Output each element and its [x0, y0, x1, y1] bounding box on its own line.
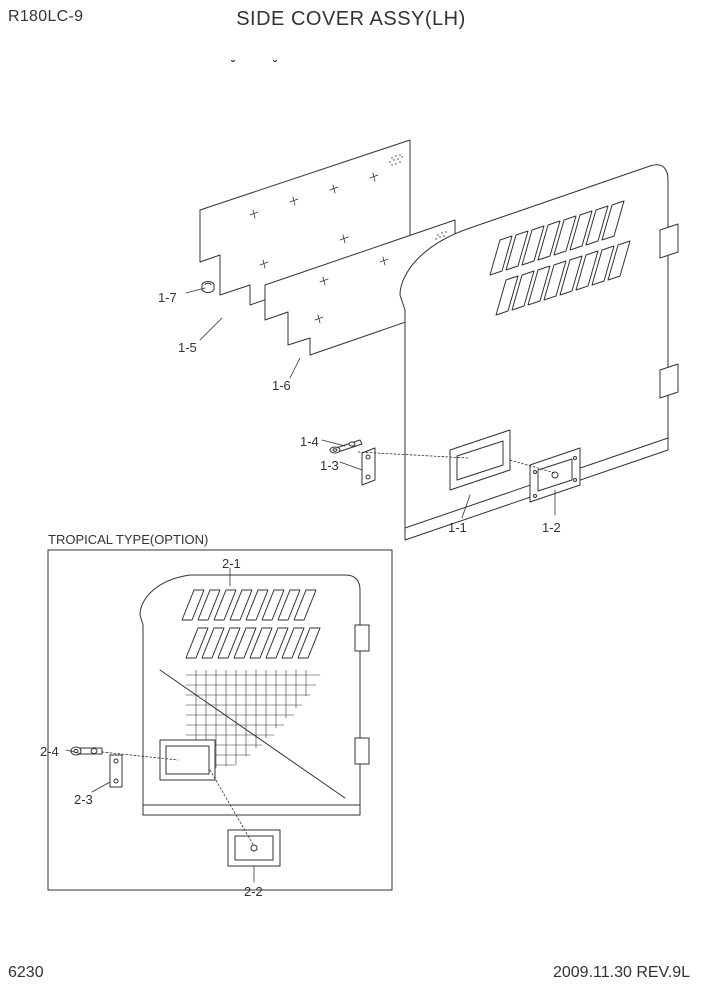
callout-2-4: 2-4 [40, 744, 59, 759]
footer-revision: 2009.11.30 REV.9L [553, 964, 690, 982]
page-root: R180LC-9 SIDE COVER ASSY(LH) [0, 0, 702, 992]
callout-1-1: 1-1 [448, 520, 467, 535]
callout-2-2: 2-2 [244, 884, 263, 899]
part-1-4 [330, 440, 362, 453]
callout-1-3: 1-3 [320, 458, 339, 473]
part-1-7 [202, 282, 214, 293]
callout-2-1: 2-1 [222, 556, 241, 571]
callout-1-4: 1-4 [300, 434, 319, 449]
part-2-3 [110, 755, 122, 787]
header-title: SIDE COVER ASSY(LH) [0, 8, 702, 31]
exploded-diagram [0, 60, 702, 940]
callout-1-7: 1-7 [158, 290, 177, 305]
callout-2-3: 2-3 [74, 792, 93, 807]
callout-1-6: 1-6 [272, 378, 291, 393]
section-label: TROPICAL TYPE(OPTION) [48, 532, 208, 547]
part-1-3 [362, 448, 375, 485]
callout-1-5: 1-5 [178, 340, 197, 355]
footer-doc-number: 6230 [8, 964, 44, 982]
part-2-1 [140, 575, 369, 815]
callout-1-2: 1-2 [542, 520, 561, 535]
part-2-4 [71, 747, 102, 755]
